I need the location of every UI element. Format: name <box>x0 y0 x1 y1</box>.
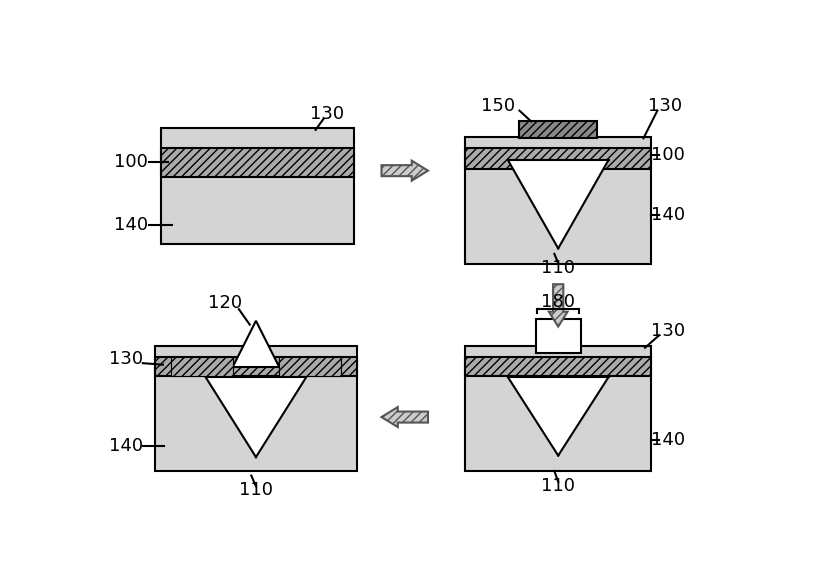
Polygon shape <box>548 284 567 326</box>
Polygon shape <box>233 321 278 367</box>
Polygon shape <box>206 377 306 457</box>
Text: 100: 100 <box>114 153 148 171</box>
Bar <box>161 128 354 244</box>
Text: 110: 110 <box>238 481 273 499</box>
Bar <box>161 148 354 177</box>
Text: 150: 150 <box>480 97 514 115</box>
Text: 140: 140 <box>114 216 148 233</box>
Text: 140: 140 <box>650 206 685 224</box>
Bar <box>535 319 580 353</box>
Polygon shape <box>381 407 428 427</box>
Bar <box>155 357 356 376</box>
Text: 100: 100 <box>650 146 685 164</box>
Bar <box>464 148 650 169</box>
Polygon shape <box>170 357 233 376</box>
Bar <box>464 346 650 471</box>
Text: 130: 130 <box>647 97 681 115</box>
Polygon shape <box>507 160 608 248</box>
Text: 180: 180 <box>541 293 574 310</box>
Text: 130: 130 <box>650 322 685 340</box>
Polygon shape <box>381 161 428 181</box>
Bar <box>464 137 650 264</box>
Polygon shape <box>278 357 341 376</box>
Bar <box>518 121 596 138</box>
Text: 130: 130 <box>310 105 344 123</box>
Text: 140: 140 <box>109 437 143 455</box>
Text: 110: 110 <box>541 259 574 277</box>
Text: 110: 110 <box>541 477 574 495</box>
Bar <box>464 357 650 376</box>
Polygon shape <box>507 377 608 456</box>
Bar <box>155 346 356 471</box>
Text: 120: 120 <box>208 294 242 312</box>
Text: 140: 140 <box>650 431 685 449</box>
Text: 130: 130 <box>109 350 143 368</box>
